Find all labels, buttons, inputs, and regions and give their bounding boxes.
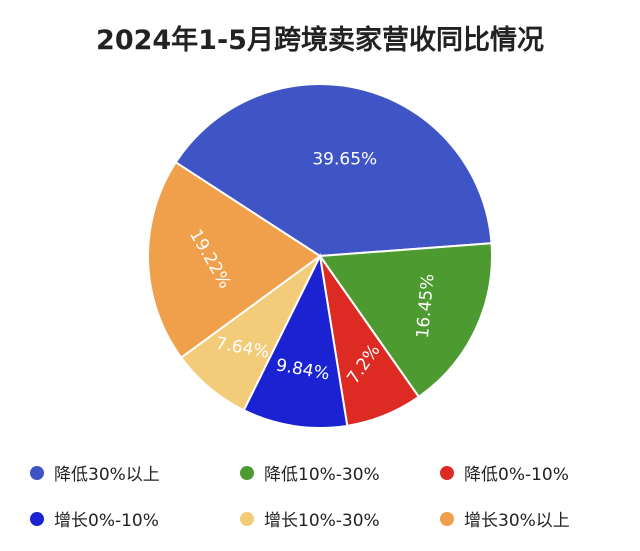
legend-label: 降低30%以上	[54, 465, 160, 485]
legend-label: 增长10%-30%	[264, 511, 380, 531]
legend-item: 增长10%-30%	[240, 506, 440, 531]
legend-item: 增长30%以上	[440, 506, 630, 531]
legend-swatch	[440, 511, 454, 526]
legend-swatch	[240, 511, 254, 526]
legend-swatch	[30, 465, 44, 480]
legend-item: 降低10%-30%	[240, 460, 440, 485]
pie-slice	[318, 242, 493, 399]
slice-value-label: 39.65%	[312, 149, 377, 169]
legend-item: 增长0%-10%	[30, 506, 240, 531]
legend-swatch	[30, 511, 44, 526]
pie-slice	[147, 160, 322, 359]
legend-label: 降低10%-30%	[264, 465, 380, 485]
legend-swatch	[240, 465, 254, 480]
legend-item: 降低30%以上	[30, 460, 240, 485]
pie-slice	[242, 252, 349, 429]
legend-label: 降低0%-10%	[464, 465, 569, 485]
legend-item: 降低0%-10%	[440, 460, 630, 485]
legend-label: 增长0%-10%	[54, 511, 159, 531]
legend: 降低30%以上 降低10%-30% 降低0%-10% 增长0%-10% 增长10%-30…	[30, 460, 630, 531]
chart-title: 2024年1-5月跨境卖家营收同比情况	[96, 25, 544, 56]
legend-label: 增长30%以上	[464, 511, 570, 531]
legend-swatch	[440, 465, 454, 480]
